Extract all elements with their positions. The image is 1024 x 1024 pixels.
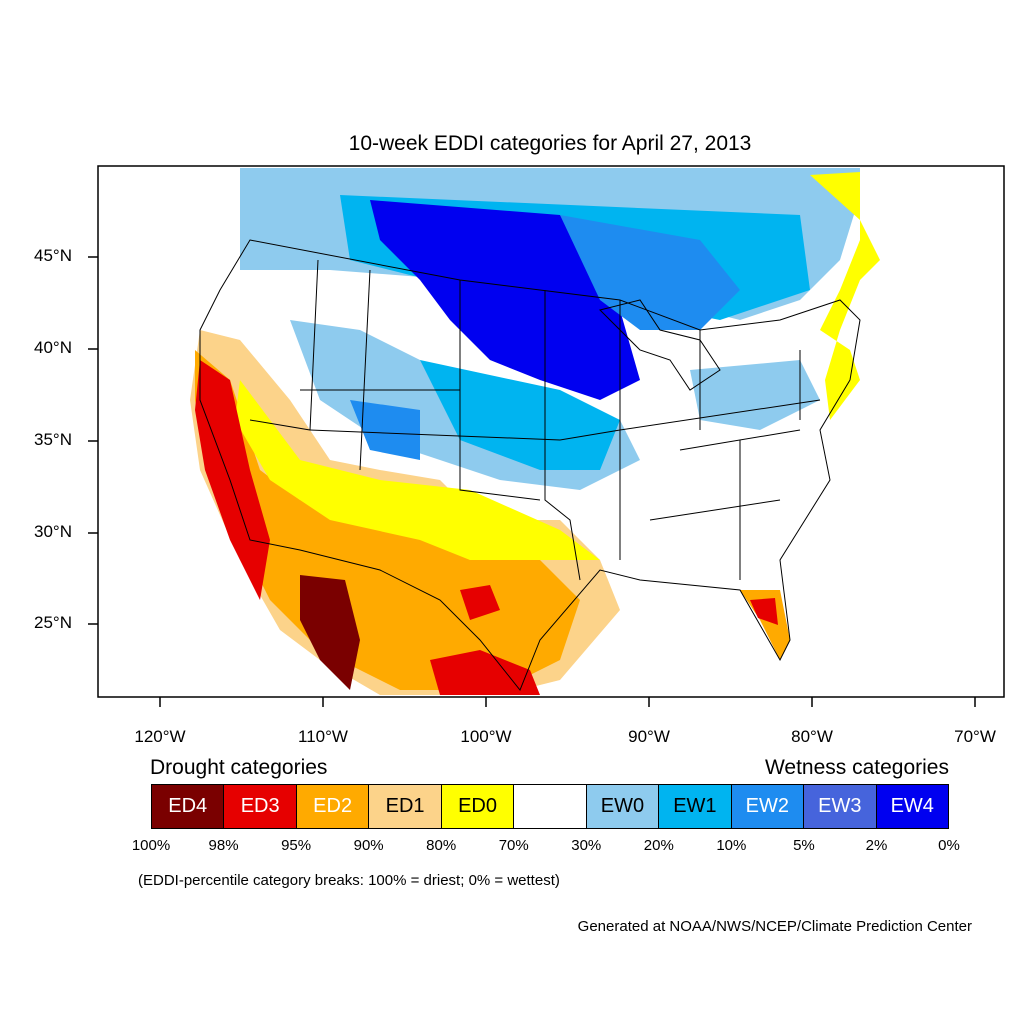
colorado-ew2-region <box>350 400 420 460</box>
lon-label: 110°W <box>298 727 348 746</box>
category-note: (EDDI-percentile category breaks: 100% =… <box>138 872 560 889</box>
legend-swatch: EW2 <box>731 785 805 828</box>
percentile-label: 70% <box>498 837 529 854</box>
percentile-label: 5% <box>793 837 815 854</box>
lon-label: 120°W <box>134 727 186 746</box>
texas-ed3-spot <box>460 585 500 620</box>
wetness-heading: Wetness categories <box>764 756 949 779</box>
percentile-label: 0% <box>938 837 960 854</box>
percentile-label: 95% <box>281 837 312 854</box>
legend-swatch: ED1 <box>369 785 442 828</box>
lon-label: 70°W <box>954 727 996 746</box>
percentile-label: 2% <box>865 837 888 854</box>
map-frame <box>97 165 1005 698</box>
mexico-ed4-region <box>300 575 360 690</box>
state-line <box>544 290 581 581</box>
drought-heading: Drought categories <box>150 756 328 779</box>
northeast-ed0-region <box>810 172 880 420</box>
state-line <box>459 280 541 501</box>
percentile-label: 80% <box>426 837 457 854</box>
east-ew0-region <box>690 360 820 430</box>
legend-swatch: ED4 <box>152 785 225 828</box>
great-lakes <box>599 299 721 391</box>
ed0-band <box>235 380 600 560</box>
legend-swatch: EW4 <box>876 785 948 828</box>
percentile-label: 98% <box>208 837 239 854</box>
us-border <box>199 239 861 691</box>
florida-ed3-region <box>750 598 778 625</box>
lat-label: 40°N <box>34 338 72 357</box>
lat-label: 45°N <box>34 246 72 265</box>
state-line <box>619 399 821 431</box>
lon-label: 90°W <box>628 727 670 746</box>
central-ew1-region <box>420 360 620 470</box>
lat-label: 30°N <box>34 522 72 541</box>
percentile-label: 10% <box>716 837 747 854</box>
percentile-label: 20% <box>643 837 674 854</box>
legend-swatch: ED3 <box>224 785 297 828</box>
percentile-label: 30% <box>571 837 602 854</box>
state-line <box>649 499 781 521</box>
map-title: 10-week EDDI categories for April 27, 20… <box>348 132 752 155</box>
legend-swatch <box>514 785 587 828</box>
percentile-label: 90% <box>353 837 384 854</box>
texas-ed3-region <box>430 650 540 695</box>
percentile-label: 100% <box>131 837 171 854</box>
legend-swatch: ED0 <box>441 785 515 828</box>
legend-color-bar: ED4 ED3 ED2 ED1 ED0 EW0 EW1 EW2 EW3 EW4 <box>151 784 949 829</box>
legend-swatch: EW3 <box>804 785 877 828</box>
legend-swatch: EW0 <box>586 785 660 828</box>
lon-label: 80°W <box>791 727 833 746</box>
state-line <box>309 429 621 441</box>
state-line <box>359 269 371 471</box>
florida-region <box>740 590 790 660</box>
lon-label: 100°W <box>460 727 512 746</box>
lat-label: 25°N <box>34 613 72 632</box>
lat-label: 35°N <box>34 430 72 449</box>
northeast-ew2-region <box>560 215 740 330</box>
credit-text: Generated at NOAA/NWS/NCEP/Climate Predi… <box>577 918 972 935</box>
legend-swatch: ED2 <box>296 785 370 828</box>
legend-swatch: EW1 <box>659 785 732 828</box>
north-plains-ew4-region <box>370 200 640 400</box>
